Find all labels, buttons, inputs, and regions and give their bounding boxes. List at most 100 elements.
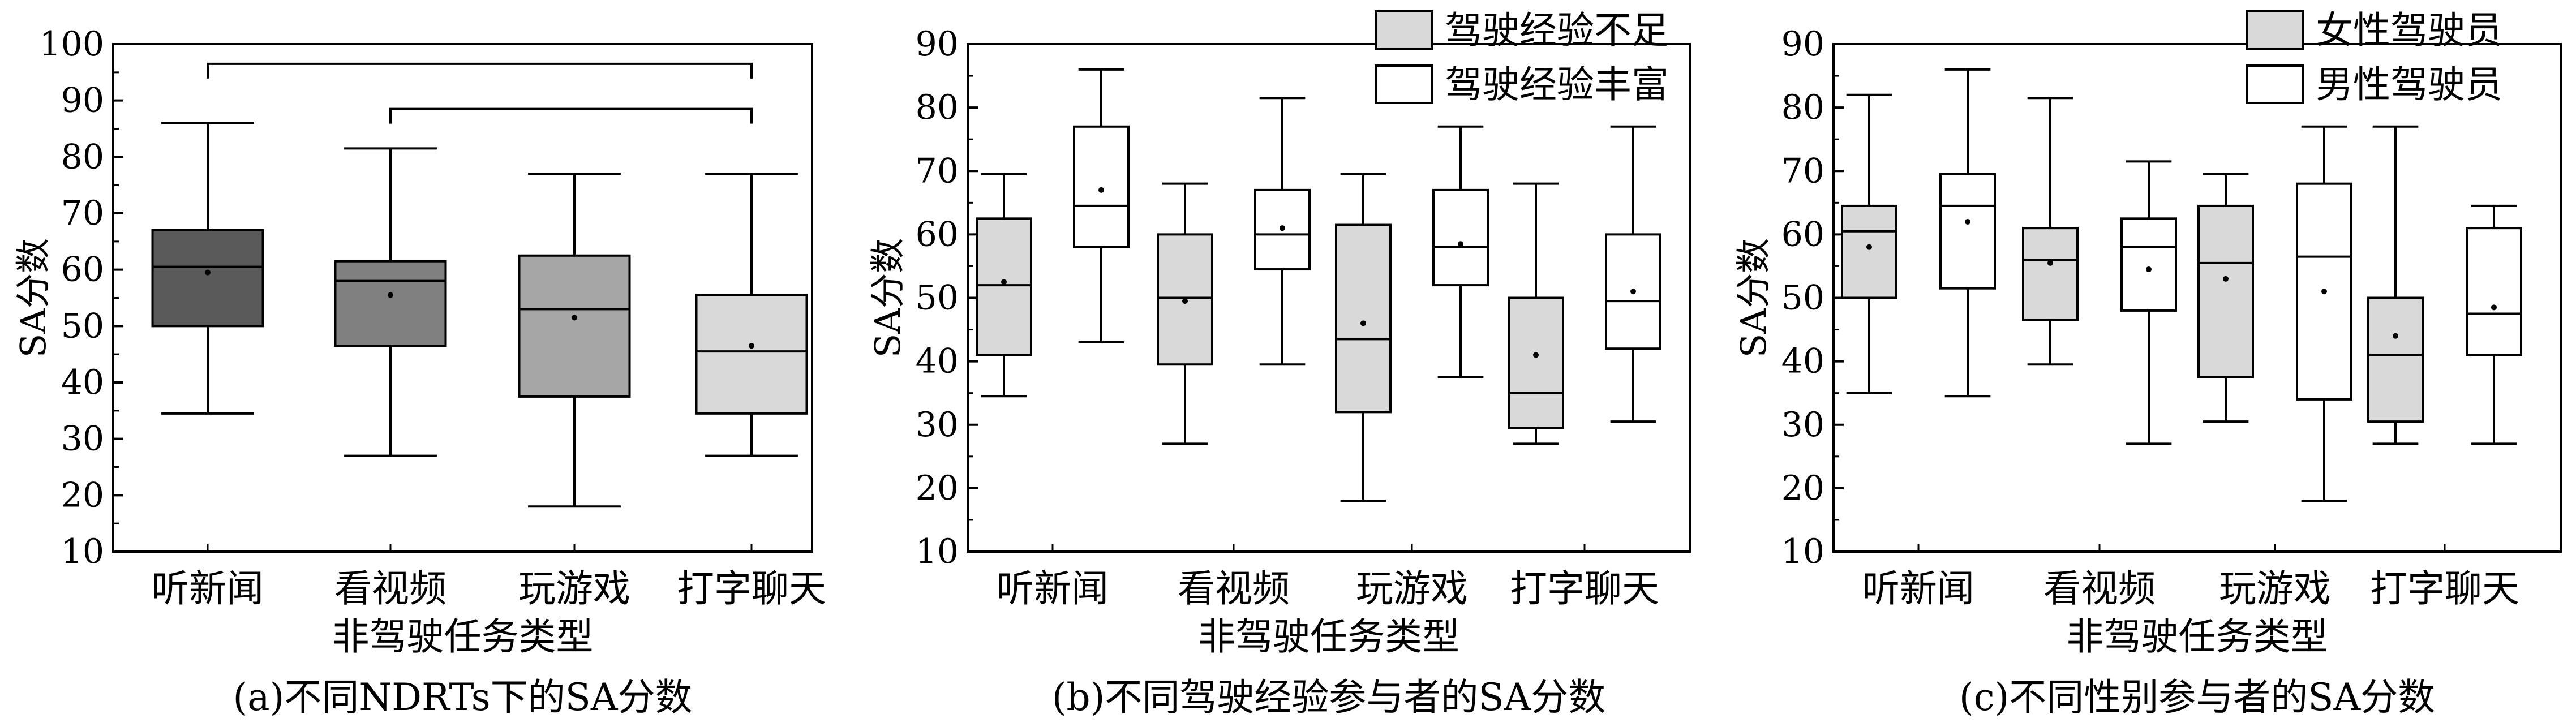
box-plot [334, 147, 447, 457]
legend-swatch [1375, 10, 1433, 50]
x-tick-label: 打字聊天 [2370, 567, 2519, 610]
chart-caption: (a)不同NDRTs下的SA分数 [233, 676, 692, 719]
box-plot [151, 122, 264, 415]
mean-marker [2146, 266, 2152, 273]
mean-marker [1866, 244, 1872, 250]
box-plot [695, 173, 808, 457]
box-iqr [976, 217, 1032, 356]
y-tick-label: 20 [1781, 468, 1824, 508]
y-tick-label: 80 [61, 137, 104, 177]
mean-marker [572, 315, 577, 321]
box-plot [1841, 93, 1897, 394]
x-axis-label: 非驾驶任务类型 [1198, 615, 1459, 659]
box-iqr [1157, 233, 1213, 366]
y-axis-label: SA分数 [867, 238, 908, 358]
mean-marker [1630, 289, 1636, 295]
box-plot [2022, 97, 2079, 366]
significance-bracket [207, 62, 753, 79]
y-tick-label: 80 [1781, 88, 1824, 127]
box-plot [2466, 204, 2522, 445]
y-tick-label: 100 [39, 24, 104, 64]
box-plot [2197, 173, 2254, 423]
mean-marker [749, 343, 754, 349]
box-iqr [151, 229, 264, 328]
mean-marker [1001, 279, 1007, 285]
y-tick-label: 70 [1781, 151, 1824, 191]
y-tick-label: 70 [61, 193, 104, 233]
x-tick-label: 听新闻 [997, 567, 1109, 610]
y-tick-label: 60 [61, 250, 104, 290]
box-iqr [2120, 217, 2177, 312]
mean-marker [388, 292, 393, 298]
box-iqr [1335, 223, 1392, 414]
box-plot [518, 173, 631, 508]
y-tick-label: 70 [916, 151, 959, 191]
chart-caption: (b)不同驾驶经验参与者的SA分数 [1052, 676, 1606, 719]
mean-marker [1280, 225, 1285, 231]
box-plot [1157, 182, 1213, 445]
significance-bracket [389, 107, 753, 124]
x-tick-label: 打字聊天 [1510, 567, 1659, 610]
box-iqr [1939, 173, 1996, 290]
legend-swatch [2246, 64, 2304, 104]
y-axis-label: SA分数 [12, 238, 54, 358]
box-iqr [1508, 296, 1564, 429]
y-tick-label: 10 [1781, 532, 1824, 571]
x-tick-label: 打字聊天 [677, 567, 826, 610]
box-plot [1335, 173, 1392, 502]
mean-marker [2223, 276, 2229, 282]
legend-label: 驾驶经验不足 [1445, 8, 1669, 52]
y-tick-label: 90 [61, 81, 104, 121]
plot-frame [967, 43, 1691, 553]
mean-marker [205, 269, 211, 276]
legend-swatch [1375, 64, 1433, 104]
x-tick-label: 看视频 [1178, 567, 1290, 610]
mean-marker [1360, 320, 1366, 326]
y-tick-label: 30 [61, 419, 104, 459]
y-tick-label: 10 [61, 532, 104, 571]
mean-marker [2393, 333, 2398, 339]
box-iqr [518, 254, 631, 398]
box-iqr [2197, 204, 2254, 378]
legend-label: 女性驾驶员 [2316, 8, 2502, 52]
box-plot [2120, 160, 2177, 445]
box-iqr [2022, 227, 2079, 321]
x-tick-label: 玩游戏 [1356, 567, 1468, 610]
box-iqr [2367, 296, 2424, 423]
mean-marker [1965, 218, 1970, 225]
box-iqr [1432, 188, 1489, 287]
box-iqr [1073, 125, 1130, 248]
y-tick-label: 50 [1781, 278, 1824, 318]
box-iqr [695, 294, 808, 415]
box-iqr [2296, 182, 2352, 401]
x-tick-label: 听新闻 [152, 567, 264, 610]
mean-marker [1182, 298, 1188, 304]
y-tick-label: 80 [916, 88, 959, 127]
y-tick-label: 90 [916, 24, 959, 64]
box-plot [2296, 125, 2352, 502]
box-plot [1939, 68, 1996, 398]
box-plot [1254, 97, 1311, 366]
box-plot [2367, 125, 2424, 445]
x-axis-label: 非驾驶任务类型 [332, 615, 594, 659]
y-tick-label: 50 [61, 306, 104, 346]
y-tick-label: 90 [1781, 24, 1824, 64]
y-tick-label: 30 [916, 405, 959, 445]
mean-marker [1098, 187, 1104, 193]
x-tick-label: 看视频 [2043, 567, 2156, 610]
x-axis-label: 非驾驶任务类型 [2067, 615, 2328, 659]
box-iqr [2466, 227, 2522, 356]
legend-swatch [2246, 10, 2304, 50]
box-plot [1605, 125, 1661, 423]
y-tick-label: 40 [1781, 342, 1824, 381]
legend-label: 男性驾驶员 [2316, 63, 2502, 106]
box-iqr [334, 260, 447, 347]
x-tick-label: 玩游戏 [518, 567, 630, 610]
x-tick-label: 看视频 [334, 567, 446, 610]
box-plot [976, 173, 1032, 398]
y-tick-label: 20 [916, 468, 959, 508]
y-tick-label: 30 [1781, 405, 1824, 445]
